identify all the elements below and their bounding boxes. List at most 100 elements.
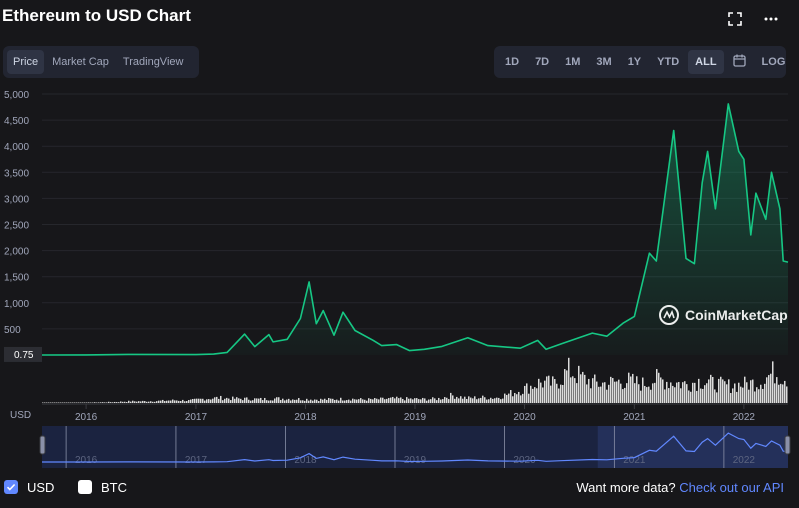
volume-bar <box>622 389 624 403</box>
y-tick-label: 4,500 <box>4 116 29 127</box>
btc-legend-label: BTC <box>101 480 127 495</box>
range-ytd-button[interactable]: YTD <box>650 50 686 74</box>
volume-bar <box>680 388 682 403</box>
tab-market-cap[interactable]: Market Cap <box>46 50 115 74</box>
volume-bar <box>468 396 470 403</box>
legend-row: USD BTC Want more data? Check out our AP… <box>0 478 799 498</box>
volume-bar <box>156 401 158 403</box>
range-1m-button[interactable]: 1M <box>558 50 587 74</box>
volume-bar <box>390 397 392 403</box>
volume-bar <box>464 396 466 403</box>
price-chart[interactable]: 5,000 4,500 4,000 3,500 3,000 2,500 2,000 1,500… <box>0 82 799 472</box>
volume-bar <box>710 374 712 403</box>
volume-bar <box>548 375 550 403</box>
fullscreen-icon[interactable] <box>727 10 743 28</box>
volume-bar <box>556 383 558 403</box>
volume-bar <box>660 377 662 403</box>
volume-bar <box>94 402 96 403</box>
x-tick-label: 2016 <box>75 412 98 423</box>
volume-bar <box>462 398 464 403</box>
volume-bar <box>652 383 654 403</box>
y-tick-label: 4,000 <box>4 142 29 153</box>
volume-bar <box>300 400 302 403</box>
x-tick-label: 2020 <box>513 412 536 423</box>
volume-bar <box>458 398 460 403</box>
range-7d-button[interactable]: 7D <box>528 50 556 74</box>
volume-bar <box>538 378 540 403</box>
volume-bar <box>598 386 600 403</box>
volume-bar <box>436 400 438 403</box>
volume-bar <box>146 401 148 403</box>
volume-bar <box>490 397 492 403</box>
range-all-button[interactable]: ALL <box>688 50 724 74</box>
volume-bar <box>682 382 684 403</box>
usd-checkbox[interactable] <box>4 480 18 494</box>
navigator-handle-left[interactable] <box>39 435 46 455</box>
volume-bar <box>746 382 748 403</box>
log-scale-button[interactable]: LOG <box>755 50 793 74</box>
volume-bar <box>560 384 562 403</box>
volume-bar <box>424 398 426 403</box>
volume-bar <box>202 398 204 403</box>
volume-bar <box>290 400 292 403</box>
volume-bar <box>594 374 596 403</box>
volume-bar <box>576 383 578 403</box>
volume-bar <box>130 401 132 403</box>
volume-bar <box>246 397 248 403</box>
volume-bar <box>272 400 274 403</box>
volume-bar <box>368 398 370 403</box>
volume-bar <box>432 397 434 403</box>
volume-bar <box>734 383 736 403</box>
range-1d-button[interactable]: 1D <box>498 50 526 74</box>
volume-bar <box>690 391 692 403</box>
volume-bar <box>742 387 744 403</box>
volume-bar <box>176 400 178 403</box>
volume-bar <box>204 400 206 403</box>
volume-bar <box>62 402 64 403</box>
volume-bar <box>762 388 764 403</box>
btc-checkbox[interactable] <box>78 480 92 494</box>
volume-bar <box>216 396 218 403</box>
volume-bar <box>196 398 198 403</box>
volume-bar <box>114 401 116 403</box>
navigator-handle-right[interactable] <box>784 435 791 455</box>
volume-bar <box>360 398 362 403</box>
volume-bar <box>338 400 340 403</box>
api-link[interactable]: Check out our API <box>679 480 784 495</box>
volume-bar <box>668 388 670 403</box>
volume-bar <box>636 376 638 403</box>
volume-bar <box>346 400 348 403</box>
volume-bar <box>698 378 700 403</box>
volume-bar <box>334 399 336 403</box>
volume-bar <box>500 399 502 403</box>
volume-bar <box>320 398 322 403</box>
volume-bar <box>782 384 784 403</box>
volume-bar <box>186 401 188 403</box>
volume-bar <box>610 376 612 403</box>
volume-bar <box>82 402 84 403</box>
volume-bar <box>348 399 350 403</box>
range-3m-button[interactable]: 3M <box>589 50 618 74</box>
volume-bar <box>506 394 508 403</box>
more-dots-icon[interactable] <box>763 10 779 28</box>
volume-bar <box>212 398 214 403</box>
volume-bar <box>352 398 354 403</box>
volume-bar <box>714 389 716 403</box>
tab-tradingview[interactable]: TradingView <box>117 50 190 74</box>
volume-bar <box>358 399 360 403</box>
tab-price[interactable]: Price <box>7 50 45 74</box>
calendar-icon[interactable] <box>726 50 753 74</box>
volume-bar <box>478 398 480 403</box>
volume-bar <box>558 388 560 403</box>
volume-bar <box>260 397 262 403</box>
volume-bar <box>194 398 196 403</box>
volume-bar <box>384 399 386 403</box>
navigator-tick-label: 2018 <box>294 455 317 466</box>
volume-bar <box>250 400 252 403</box>
range-1y-button[interactable]: 1Y <box>621 50 648 74</box>
volume-bar <box>514 392 516 403</box>
volume-bar <box>228 398 230 403</box>
volume-bar <box>404 400 406 403</box>
volume-bar <box>442 399 444 403</box>
volume-bar <box>108 401 110 403</box>
